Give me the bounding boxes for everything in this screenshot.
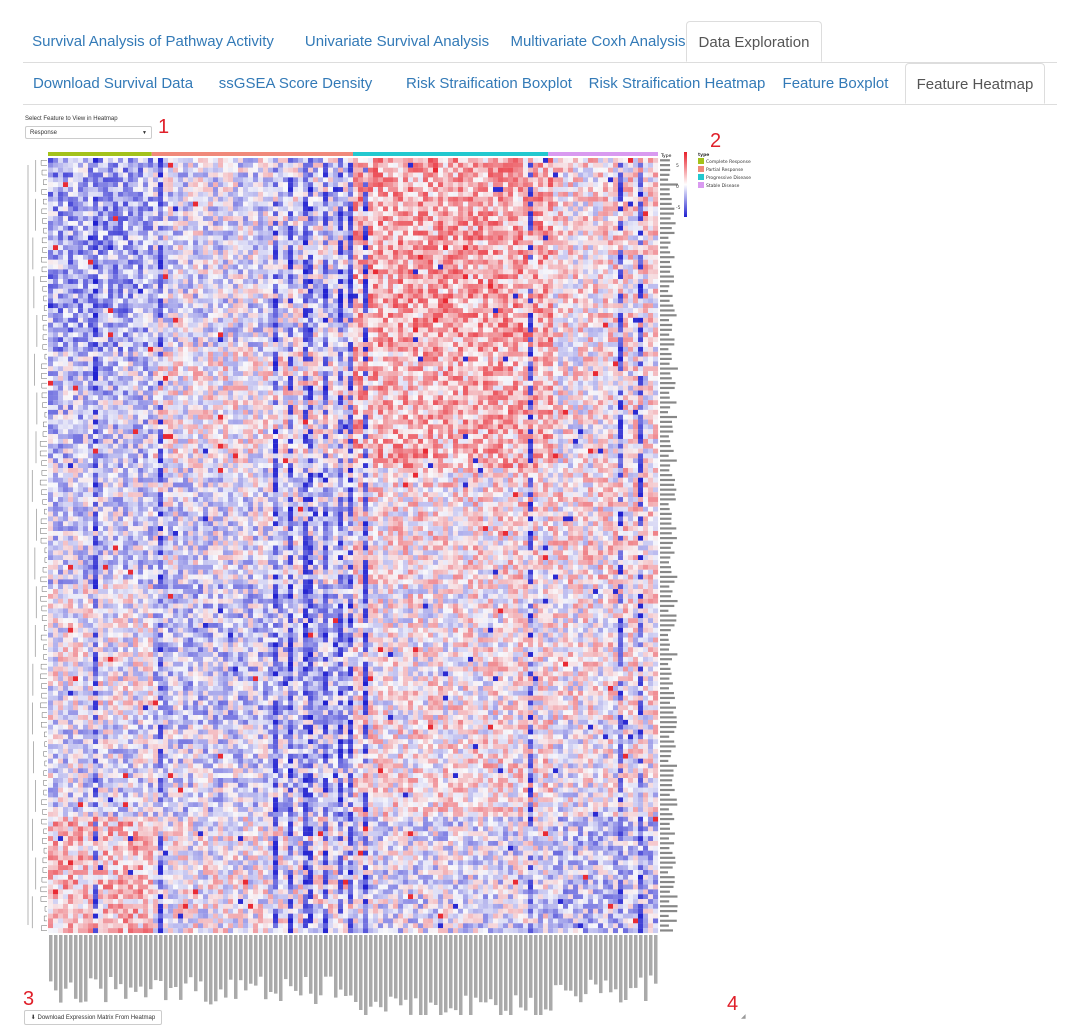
legend-swatch xyxy=(698,174,704,180)
legend-swatch xyxy=(698,182,704,188)
tab-risk-boxplot[interactable]: Risk Straification Boxplot xyxy=(406,75,572,92)
tab-feature-heatmap[interactable]: Feature Heatmap xyxy=(905,63,1045,104)
annotation-number-3: 3 xyxy=(23,988,35,1010)
annotation-number-4: 4 xyxy=(727,993,739,1015)
annotation-title: Type xyxy=(660,153,672,159)
annotation-number-2: 2 xyxy=(710,130,722,152)
row-dendrogram xyxy=(27,160,47,931)
heatmap-cells xyxy=(48,158,659,934)
legend-item-label: Stable Disease xyxy=(706,183,740,189)
scale-tick-label: 5 xyxy=(676,163,679,169)
tab-risk-heatmap[interactable]: Risk Straification Heatmap xyxy=(588,75,766,92)
sub-tab-bar: Download Survival Data ssGSEA Score Dens… xyxy=(23,63,1057,105)
tab-ssgsea-density[interactable]: ssGSEA Score Density xyxy=(218,75,373,92)
column-labels xyxy=(49,935,658,1015)
color-scale-legend: 5 0 -5 xyxy=(676,152,687,217)
legend-item-label: Complete Response xyxy=(706,159,751,165)
tab-data-exploration[interactable]: Data Exploration xyxy=(686,21,822,62)
chevron-down-icon: ▼ xyxy=(142,130,147,136)
legend-item-label: Partial Response xyxy=(706,167,743,173)
tab-multivariate[interactable]: Multivariate Coxh Analysis xyxy=(510,33,686,50)
tab-univariate[interactable]: Univariate Survival Analysis xyxy=(304,33,490,50)
download-icon: ⬇ xyxy=(30,1015,38,1021)
tab-download-survival[interactable]: Download Survival Data xyxy=(32,75,194,92)
legend-item-label: Progressive Disease xyxy=(706,175,751,181)
legend-swatch xyxy=(698,158,704,164)
feature-select-value: Response xyxy=(30,130,58,136)
feature-select-label: Select Feature to View in Heatmap xyxy=(25,116,118,122)
legend-swatch xyxy=(698,166,704,172)
annotation-number-1: 1 xyxy=(158,116,170,138)
annotation-segment xyxy=(48,152,152,156)
column-annotation-bar xyxy=(48,152,658,156)
feature-select[interactable]: Response ▼ xyxy=(25,126,152,139)
download-expression-button[interactable]: ⬇ Download Expression Matrix From Heatma… xyxy=(24,1010,162,1025)
annotation-segment xyxy=(151,152,353,156)
row-labels xyxy=(660,159,678,932)
scale-tick-label: -5 xyxy=(676,205,681,211)
tab-survival-pathway[interactable]: Survival Analysis of Pathway Activity xyxy=(32,33,274,50)
scale-tick-label: 0 xyxy=(676,184,679,190)
resize-handle-icon[interactable]: ◢ xyxy=(741,1014,746,1020)
annotation-segment xyxy=(548,152,658,156)
legend-title: type xyxy=(698,152,709,158)
tab-feature-boxplot[interactable]: Feature Boxplot xyxy=(782,75,889,92)
download-button-label: Download Expression Matrix From Heatmap xyxy=(37,1015,156,1021)
annotation-segment xyxy=(353,152,549,156)
main-tab-bar: Survival Analysis of Pathway Activity Un… xyxy=(23,21,1057,63)
